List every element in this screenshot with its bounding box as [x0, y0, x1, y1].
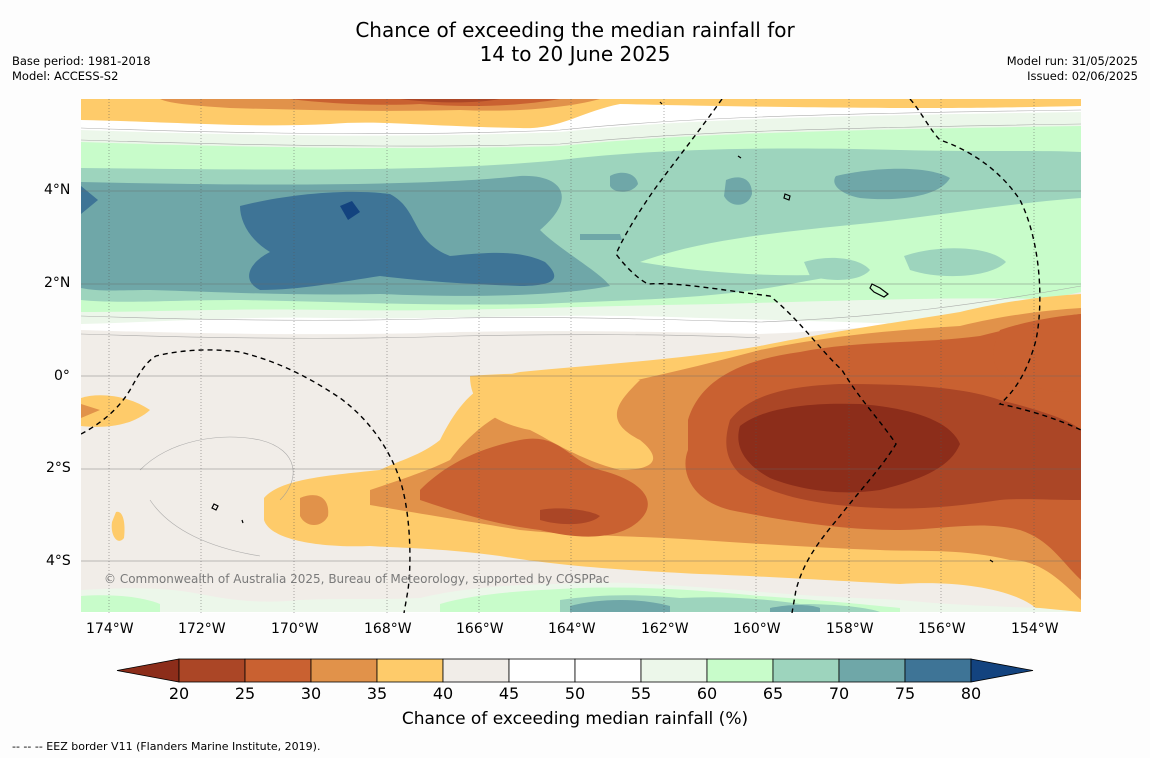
lon-label: 170°W [271, 621, 319, 637]
colorbar-tick-label: 75 [894, 684, 916, 703]
title-line-2: 14 to 20 June 2025 [479, 42, 671, 66]
title-line-1: Chance of exceeding the median rainfall … [355, 18, 795, 42]
colorbar-bin [640, 658, 708, 683]
model-text: Model: ACCESS-S2 [12, 69, 119, 83]
colorbar [116, 658, 1034, 683]
map-title: Chance of exceeding the median rainfall … [0, 18, 1150, 66]
colorbar-bin [904, 658, 972, 683]
eez-border [81, 99, 1081, 613]
colorbar-bin [508, 658, 576, 683]
lon-label: 174°W [86, 621, 134, 637]
islands [211, 101, 994, 563]
metadata-right: Model run: 31/05/2025 Issued: 02/06/2025 [1007, 54, 1138, 84]
colorbar-tick-label: 40 [432, 684, 454, 703]
map-field [81, 99, 1081, 613]
model-run-text: Model run: 31/05/2025 [1006, 54, 1138, 68]
lat-label-2n: 2°N [44, 275, 71, 291]
lon-label: 160°W [733, 621, 781, 637]
colorbar-tick-label: 50 [564, 684, 586, 703]
eez-legend-note: -- -- -- EEZ border V11 (Flanders Marine… [12, 740, 321, 753]
colorbar-tick-label: 35 [366, 684, 388, 703]
lat-label-4s: 4°S [46, 553, 71, 569]
colorbar-tick-label: 65 [762, 684, 784, 703]
colorbar-bin [178, 658, 246, 683]
lon-label: 168°W [364, 621, 412, 637]
lon-label: 164°W [548, 621, 596, 637]
issued-text: Issued: 02/06/2025 [1027, 69, 1138, 83]
colorbar-extend-high [970, 658, 1034, 683]
lon-label: 162°W [641, 621, 689, 637]
colorbar-tick-label: 25 [234, 684, 256, 703]
colorbar-tick-label: 30 [300, 684, 322, 703]
lat-label-2s: 2°S [46, 460, 71, 476]
colorbar-tick-label: 70 [828, 684, 850, 703]
colorbar-extend-low [116, 658, 180, 683]
base-period-text: Base period: 1981-2018 [12, 54, 151, 68]
lon-label: 158°W [826, 621, 874, 637]
colorbar-bin [574, 658, 642, 683]
copyright-notice: © Commonwealth of Australia 2025, Bureau… [104, 572, 610, 586]
colorbar-bin [772, 658, 840, 683]
colorbar-bin [442, 658, 510, 683]
lat-label-0: 0° [54, 368, 70, 384]
colorbar-tick-label: 80 [960, 684, 982, 703]
lon-label: 166°W [456, 621, 504, 637]
lon-label: 172°W [178, 621, 226, 637]
colorbar-label: Chance of exceeding median rainfall (%) [401, 709, 749, 729]
colorbar-tick-label: 20 [168, 684, 190, 703]
lon-label: 156°W [918, 621, 966, 637]
colorbar-bin [244, 658, 312, 683]
metadata-left: Base period: 1981-2018 Model: ACCESS-S2 [12, 54, 151, 84]
colorbar-bin [838, 658, 906, 683]
colorbar-bin [706, 658, 774, 683]
lon-label: 154°W [1011, 621, 1059, 637]
colorbar-bin [310, 658, 378, 683]
lat-label-4n: 4°N [44, 182, 71, 198]
colorbar-tick-label: 60 [696, 684, 718, 703]
colorbar-tick-label: 45 [498, 684, 520, 703]
colorbar-bin [376, 658, 444, 683]
colorbar-tick-label: 55 [630, 684, 652, 703]
